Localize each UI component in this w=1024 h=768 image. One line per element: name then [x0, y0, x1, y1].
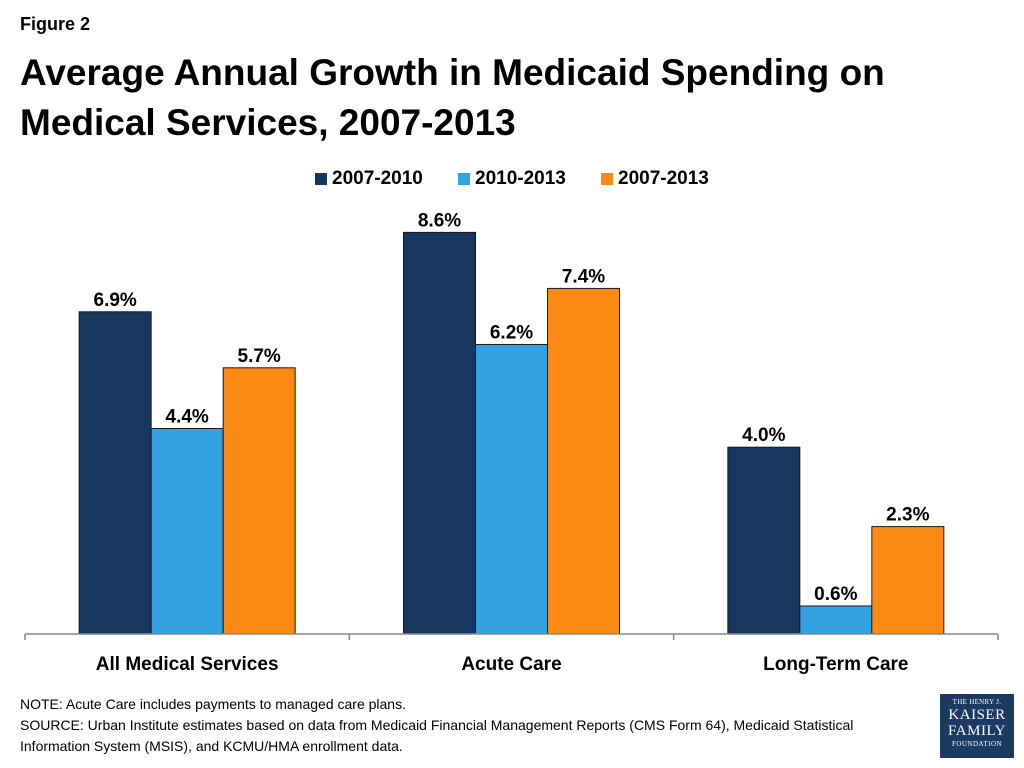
legend-swatch	[601, 173, 613, 185]
data-label: 4.0%	[742, 425, 785, 446]
footnotes: NOTE: Acute Care includes payments to ma…	[20, 694, 900, 757]
legend-swatch	[458, 173, 470, 185]
logo-line-3: FAMILY	[948, 723, 1006, 739]
kaiser-logo: THE HENRY J. KAISER FAMILY FOUNDATION	[940, 694, 1014, 758]
logo-line-1: THE HENRY J.	[952, 698, 1002, 706]
data-label: 7.4%	[562, 266, 605, 287]
bar	[222, 367, 296, 635]
bar	[150, 428, 224, 635]
chart-title: Average Annual Growth in Medicaid Spendi…	[20, 52, 885, 143]
data-label: 5.7%	[238, 346, 281, 367]
data-label: 8.6%	[418, 210, 461, 231]
category-label: Long-Term Care	[763, 654, 908, 675]
bar	[727, 446, 801, 635]
data-label: 2.3%	[886, 505, 929, 526]
legend-swatch	[315, 173, 327, 185]
category-label: Acute Care	[461, 654, 561, 675]
legend-label: 2007-2013	[618, 168, 709, 189]
figure-label: Figure 2	[20, 14, 91, 34]
logo-line-2: KAISER	[948, 707, 1006, 723]
bar-chart: 2007-2010 2010-2013 2007-2013 6.9% 4.4% 5.7% A…	[24, 168, 999, 675]
logo-line-4: FOUNDATION	[951, 740, 1003, 748]
bar	[78, 311, 152, 635]
bar	[403, 231, 476, 635]
bar	[475, 343, 548, 635]
legend-label: 2007-2010	[332, 168, 423, 189]
data-label: 0.6%	[814, 584, 857, 605]
bar	[547, 287, 620, 635]
bar	[871, 526, 945, 635]
data-label: 4.4%	[166, 407, 209, 428]
data-label: 6.9%	[94, 290, 137, 311]
legend-label: 2010-2013	[475, 168, 566, 189]
data-label: 6.2%	[490, 322, 533, 343]
bar	[799, 605, 873, 635]
category-label: All Medical Services	[96, 654, 279, 675]
source-text: SOURCE: Urban Institute estimates based …	[20, 717, 854, 754]
note-text: NOTE: Acute Care includes payments to ma…	[20, 696, 406, 712]
